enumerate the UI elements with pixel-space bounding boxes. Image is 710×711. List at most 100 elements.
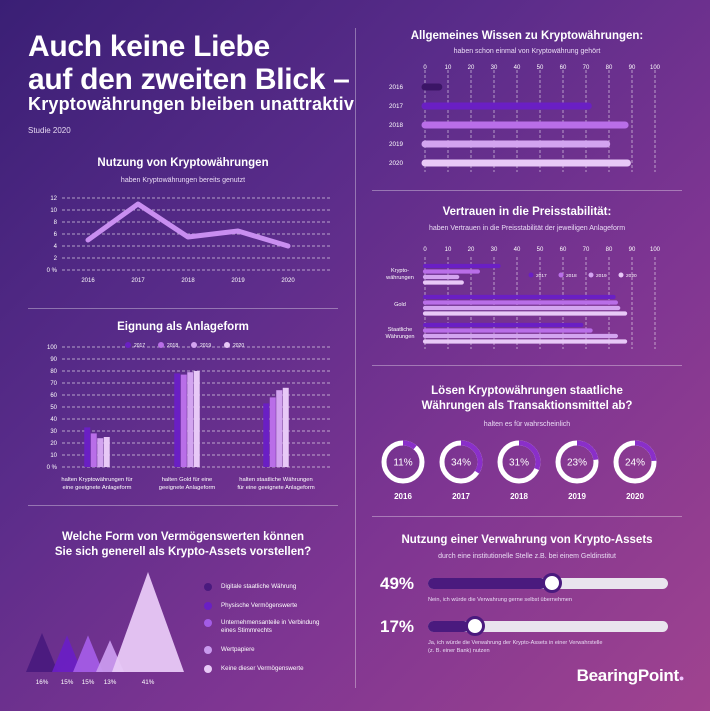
x-tick-label: 90 (629, 65, 636, 71)
x-tick-label: 90 (629, 247, 636, 253)
y-tick-label: 8 (54, 220, 58, 226)
x-tick-label: 60 (560, 65, 567, 71)
x-tick-label: 2019 (231, 278, 245, 284)
ring-percent-label: 24% (625, 458, 645, 469)
legend-swatch (125, 342, 131, 348)
verwahrung-label: Nein, ich würde die Verwahrung gerne sel… (428, 597, 572, 603)
eignung-bar (276, 390, 283, 467)
x-tick-label: 60 (560, 247, 567, 253)
x-tick-label: 2016 (81, 278, 95, 284)
verwahrung-percent: 17% (380, 617, 415, 636)
legend-label: Physische Vermögenswerte (221, 602, 298, 609)
x-tick-label: 100 (650, 247, 661, 253)
ring-year-label: 2019 (568, 492, 586, 501)
main-title: Auch keine Liebe auf den zweiten Blick – (28, 30, 350, 96)
legend-label: 2017 (536, 273, 547, 279)
vermoegen-percent-label: 13% (104, 679, 117, 686)
data-point (186, 235, 190, 239)
legend-label: 2018 (566, 273, 577, 279)
y-tick-label: 4 (54, 244, 58, 250)
divider (28, 308, 338, 309)
y-tick-label: 20 (50, 441, 57, 447)
y-tick-label: 90 (50, 357, 57, 363)
eignung-bar (263, 403, 270, 467)
ring-percent-label: 11% (393, 458, 412, 469)
ring-year-label: 2016 (394, 492, 412, 501)
vertrauen-title: Vertrauen in die Preisstabilität: (442, 206, 612, 218)
legend-swatch (224, 342, 230, 348)
vermoegen-legend-item: Wertpapiere (204, 646, 321, 654)
vertrauen-subtitle: haben Vertrauen in die Preisstabilität d… (428, 225, 626, 232)
x-tick-label: 2020 (281, 278, 295, 284)
y-category-label: 2019 (389, 141, 404, 148)
y-tick-label: 10 (50, 453, 57, 459)
vermoegen-legend-item: Physische Vermögenswerte (204, 602, 321, 610)
y-category-label: 2017 (389, 103, 404, 110)
ring-progress (555, 440, 599, 484)
verwahrung-fill (428, 578, 546, 589)
ring-progress (439, 440, 483, 484)
legend-label: 2019 (200, 343, 211, 349)
eignung-bar (84, 427, 91, 467)
legend-swatch (191, 342, 197, 348)
legend-swatch (204, 583, 212, 591)
legend-swatch (204, 602, 212, 610)
legend-label: Digitale staatliche Währung (221, 583, 297, 590)
data-point (286, 244, 290, 248)
x-tick-label: 40 (514, 247, 521, 253)
transaktion-ring-chart: 11% 2016 34% 2017 31% 2018 23% 2019 24% 2020 (381, 440, 657, 501)
legend-swatch (558, 272, 564, 278)
vermoegen-legend-item: Digitale staatliche Währung (204, 583, 321, 591)
x-tick-label: 40 (514, 65, 521, 71)
eignung-title: Eignung als Anlageform (117, 321, 249, 333)
y-tick-label: 40 (50, 417, 57, 423)
eignung-bar (103, 437, 110, 467)
x-category-label: eine geeignete Anlageform (63, 485, 132, 491)
nutzung-title: Nutzung von Kryptowährungen (97, 157, 269, 169)
x-tick-label: 0 (423, 65, 427, 71)
y-tick-label: 80 (50, 369, 57, 375)
bearingpoint-logo: BearingPoint● (576, 666, 685, 685)
y-category-label: währungen (385, 275, 414, 281)
vermoegen-percent-label: 15% (61, 679, 74, 686)
y-tick-label: 12 (50, 196, 57, 202)
vermoegen-triangle (26, 632, 58, 672)
vermoegen-triangle (73, 635, 103, 672)
x-tick-label: 20 (468, 247, 475, 253)
vermoegen-percent-label: 41% (142, 679, 155, 686)
y-tick-label: 0 % (47, 268, 58, 274)
x-tick-label: 30 (491, 65, 498, 71)
legend-label: 2017 (134, 343, 145, 349)
x-category-label: halten Gold für eine (162, 477, 213, 483)
verwahrung-knob (464, 616, 485, 636)
ring-percent-label: 23% (567, 458, 587, 469)
nutzung-line-chart: 0 % 2 4 6 8 10 12 2016 2017 2018 2019 2020 (47, 196, 330, 284)
divider (372, 190, 682, 191)
wissen-subtitle: haben schon einmal von Kryptowährung geh… (453, 48, 601, 55)
divider (28, 505, 338, 506)
ring-percent-label: 31% (509, 458, 529, 469)
y-category-label: 2018 (389, 122, 404, 129)
x-tick-label: 30 (491, 247, 498, 253)
legend-label: 2018 (167, 343, 178, 349)
x-tick-label: 100 (650, 65, 661, 71)
ring-progress (497, 440, 541, 484)
ring-progress (381, 440, 425, 484)
study-label: Studie 2020 (28, 126, 71, 135)
data-point (236, 229, 240, 233)
vermoegen-triangle (52, 635, 82, 672)
y-tick-label: 60 (50, 393, 57, 399)
x-tick-label: 10 (445, 247, 452, 253)
eignung-bar (187, 372, 194, 467)
y-tick-label: 2 (54, 256, 58, 262)
divider (372, 365, 682, 366)
wissen-title: Allgemeines Wissen zu Kryptowährungen: (410, 30, 644, 42)
x-category-label: halten Kryptowährungen für (61, 477, 132, 483)
x-tick-label: 70 (583, 247, 590, 253)
x-tick-label: 70 (583, 65, 590, 71)
ring-year-label: 2020 (626, 492, 644, 501)
data-point (86, 238, 90, 242)
verwahrung-fill (428, 621, 469, 632)
eignung-bar (174, 373, 181, 467)
verwahrung-percent: 49% (380, 574, 415, 593)
